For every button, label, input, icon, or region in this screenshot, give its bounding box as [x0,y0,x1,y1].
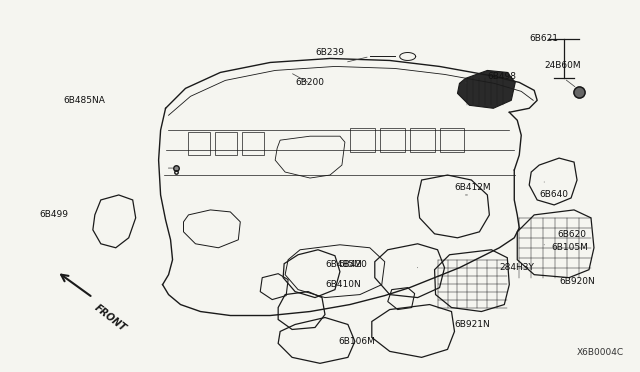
Text: 6B410N: 6B410N [325,280,361,289]
Text: 6B498: 6B498 [488,72,516,81]
Text: 6B105M: 6B105M [551,243,588,252]
Polygon shape [458,70,515,108]
Text: 6B239: 6B239 [315,48,344,57]
Text: 6B200: 6B200 [295,78,324,87]
Text: 6B106M: 6B106M [338,337,375,346]
Text: 6B921N: 6B921N [454,320,490,329]
Text: 6B640: 6B640 [539,190,568,199]
Text: 6B621: 6B621 [529,34,558,43]
Text: FRONT: FRONT [93,302,128,333]
Text: 6B620: 6B620 [557,230,586,239]
Text: 6B499: 6B499 [39,211,68,219]
Text: 6B412M: 6B412M [454,183,491,192]
Text: 6B420: 6B420 [338,260,367,269]
Text: 284H3Y: 284H3Y [499,263,534,272]
Text: X6B0004C: X6B0004C [577,348,624,357]
Text: 6B920N: 6B920N [559,277,595,286]
Text: 24B60M: 24B60M [544,61,580,70]
Text: 6B485M: 6B485M [325,260,362,269]
Text: 6B485NA: 6B485NA [63,96,105,105]
